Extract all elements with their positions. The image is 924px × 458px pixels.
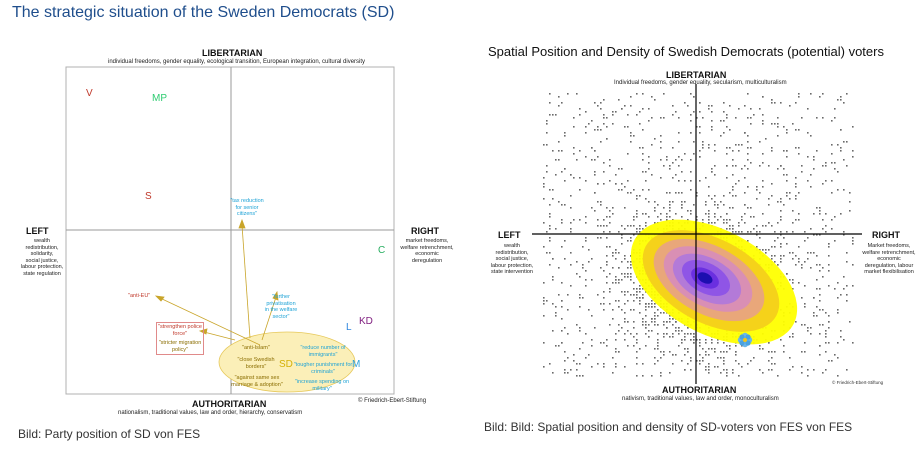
right-title: Spatial Position and Density of Swedish … [488,44,884,59]
right-top-sub: Individual freedoms, gender equality, se… [614,80,787,86]
sd-arrows [154,218,279,346]
party-mp: MP [152,93,167,104]
note-military: "increase spending on military" [294,379,350,392]
right-right-label: RIGHT [872,230,900,240]
right-top-label: LIBERTARIAN [666,70,727,80]
right-bottom-sub: nativism, traditional values, law and or… [622,396,779,402]
note-anti-islam: "anti-Islam" [242,345,270,351]
left-top-label: LIBERTARIAN [202,48,263,58]
left-right-label: RIGHT [411,226,439,236]
left-credit: © Friedrich-Ebert-Stiftung [358,398,427,404]
note-tougher-punishment: "tougher punishment for criminals" [293,362,353,375]
right-credit: © Friedrich-Ebert-Stiftung [832,380,884,385]
party-v: V [86,88,93,99]
note-box: "strengthen police force" "stricter migr… [156,322,204,355]
sd-ellipse [218,331,356,393]
note-anti-eu: "anti-EU" [128,293,151,299]
page-title: The strategic situation of the Sweden De… [12,4,395,21]
right-bottom-label: AUTHORITARIAN [662,385,737,395]
party-l: L [346,322,352,333]
density-contours [630,219,798,345]
right-caption: Bild: Bild: Spatial position and density… [484,420,853,434]
right-right-sub: Market freedoms, welfare retrenchment, ec… [862,243,916,275]
note-reduce-immigrants: "reduce number of immigrants" [300,345,346,358]
left-caption: Bild: Party position of SD von FES [18,427,201,441]
party-m: M [352,359,361,370]
sd-flower-icon [737,332,753,348]
right-left-label: LEFT [498,230,521,240]
left-bottom-label: AUTHORITARIAN [192,399,267,409]
note-privatisation: "further privatisation in the welfare sect… [264,294,298,320]
left-right-sub: market freedoms, welfare retrenchment, ec… [400,238,454,264]
party-kd: KD [359,316,373,327]
note-migration: "stricter migration policy" [158,340,202,353]
note-same-sex: "against same sex marriage & adoption" [231,375,283,388]
note-tax-reduction: "tax reduction for senior citizens" [230,198,264,217]
left-left-sub: wealth redistribution, solidarity, social … [20,238,64,277]
left-left-label: LEFT [26,226,49,236]
left-top-sub: individual freedoms, gender equality, ec… [108,59,366,65]
party-sd: SD [279,359,293,370]
party-s: S [145,191,152,202]
party-c: C [378,245,386,256]
right-left-sub: wealth redistribution, social justice, lab… [490,243,534,275]
note-police: "strengthen police force" [158,324,202,337]
left-bottom-sub: nationalism, traditional values, law and… [118,410,303,416]
note-close-borders: "close Swedish borders" [237,357,275,370]
